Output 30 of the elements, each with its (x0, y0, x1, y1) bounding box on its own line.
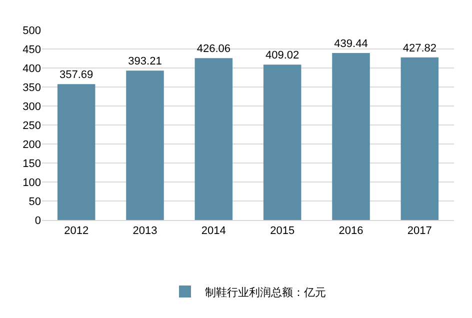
x-tick-label: 2014 (201, 225, 226, 238)
y-tick-label: 50 (28, 196, 41, 208)
y-tick-label: 400 (22, 62, 41, 75)
y-tick-label: 450 (22, 44, 41, 56)
bar (57, 84, 96, 220)
y-tick-label: 0 (34, 214, 41, 227)
bar (263, 64, 302, 220)
y-tick-label: 500 (22, 24, 41, 37)
data-label: 426.06 (196, 43, 230, 56)
y-tick-label: 200 (22, 138, 41, 151)
x-tick-label: 2016 (338, 225, 364, 238)
data-label: 357.69 (60, 69, 94, 82)
x-tick-label: 2017 (407, 225, 432, 238)
legend-label: 制鞋行业利润总额：亿元 (205, 286, 326, 299)
bar (126, 70, 164, 220)
y-tick-label: 250 (22, 120, 41, 132)
data-label: 439.44 (334, 38, 368, 50)
bar (194, 58, 233, 220)
x-tick-label: 2015 (270, 225, 295, 238)
data-label: 393.21 (128, 56, 162, 68)
data-label: 427.82 (402, 42, 436, 54)
y-tick-label: 100 (22, 176, 41, 189)
y-tick-label: 300 (22, 100, 41, 113)
x-tick-label: 2012 (64, 225, 89, 238)
y-tick-label: 350 (22, 82, 41, 94)
bar (400, 57, 439, 220)
data-label: 409.02 (266, 50, 300, 62)
y-tick-label: 150 (22, 158, 41, 170)
x-tick-label: 2013 (132, 225, 158, 238)
bar (332, 53, 370, 220)
